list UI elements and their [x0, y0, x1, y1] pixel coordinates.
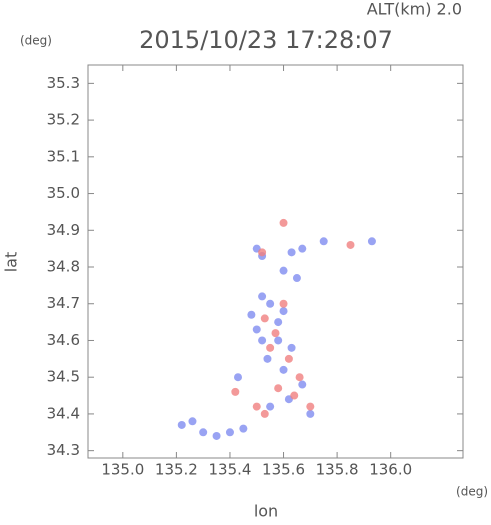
echo-point: [284, 354, 293, 363]
x-tick-label: 135.6: [262, 461, 305, 479]
x-tick-label: 135.0: [101, 461, 144, 479]
echo-point: [177, 420, 186, 429]
echo-point: [279, 307, 288, 316]
echo-point: [274, 336, 283, 345]
echo-point: [260, 314, 269, 323]
echo-point: [234, 373, 242, 382]
echo-point: [260, 409, 269, 418]
echo-point: [298, 380, 307, 389]
echo-point: [292, 274, 301, 283]
echo-point: [367, 237, 376, 246]
y-tick-label: 35.0: [47, 184, 80, 202]
y-axis-label: lat: [2, 252, 21, 273]
y-tick-label: 34.8: [47, 258, 80, 276]
echo-point: [274, 318, 283, 327]
echo-point: [258, 248, 267, 257]
echo-point: [263, 354, 272, 363]
y-unit: (deg): [20, 34, 52, 48]
y-tick-label: 34.5: [47, 368, 80, 386]
echo-point: [266, 402, 275, 411]
echo-point: [212, 431, 221, 440]
echo-point: [199, 428, 208, 437]
y-tick-label: 34.4: [47, 404, 80, 422]
echo-point: [319, 237, 328, 246]
chart-title: 2015/10/23 17:28:07: [139, 26, 393, 54]
echo-point: [287, 343, 296, 352]
echo-point: [274, 384, 283, 393]
echo-point: [239, 424, 248, 433]
y-tick-label: 35.1: [47, 147, 80, 165]
x-tick-label: 135.2: [155, 461, 198, 479]
echo-point: [290, 391, 299, 400]
x-unit: (deg): [456, 485, 488, 499]
x-axis-label: lon: [254, 502, 278, 521]
echo-point: [188, 417, 197, 426]
echo-point: [271, 329, 280, 338]
echo-point: [258, 336, 267, 345]
chart-subtitle: ALT(km) 2.0: [367, 0, 462, 19]
echo-point: [295, 373, 304, 382]
echo-point: [252, 402, 261, 411]
y-tick-label: 34.9: [47, 221, 80, 239]
echo-point: [306, 402, 315, 411]
echo-point: [306, 409, 315, 418]
echo-point: [279, 299, 288, 308]
y-tick-label: 34.3: [47, 441, 80, 459]
x-tick-label: 135.4: [208, 461, 251, 479]
echo-point: [252, 325, 261, 334]
echo-point: [346, 240, 355, 249]
echo-point: [247, 310, 256, 319]
echo-point: [225, 428, 234, 437]
echo-point: [279, 218, 288, 227]
y-tick-label: 34.7: [47, 294, 80, 312]
y-tick-label: 34.6: [47, 331, 80, 349]
y-tick-label: 35.3: [47, 74, 80, 92]
echo-point: [266, 343, 275, 352]
plot-frame: [87, 64, 464, 459]
echo-point: [231, 387, 240, 396]
y-tick-label: 35.2: [47, 111, 80, 129]
echo-point: [298, 244, 307, 253]
echo-point: [258, 292, 267, 301]
echo-point: [287, 248, 296, 257]
x-tick-label: 136.0: [369, 461, 412, 479]
echo-point: [279, 266, 288, 275]
echo-point: [279, 365, 288, 374]
x-tick-label: 135.8: [316, 461, 359, 479]
echo-point: [266, 299, 275, 308]
